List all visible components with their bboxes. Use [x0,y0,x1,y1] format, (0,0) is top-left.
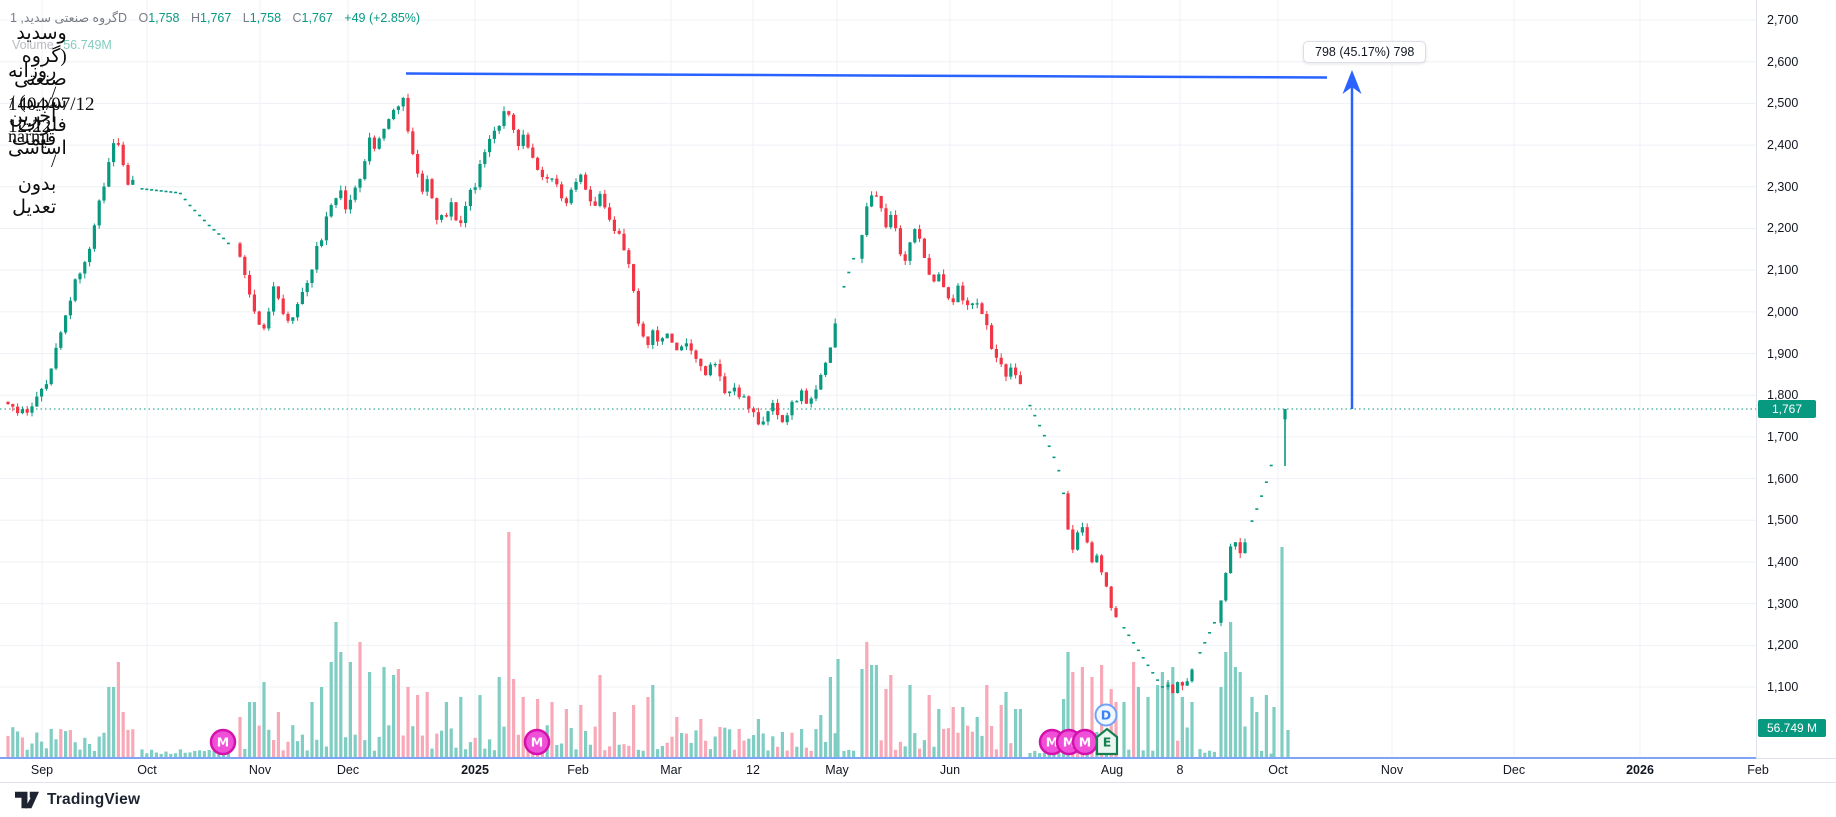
time-tick-label: Mar [660,763,682,777]
time-tick-label: 8 [1176,763,1184,777]
price-tick-label: 2,700 [1767,13,1799,27]
time-tick-label: Nov [248,763,272,777]
price-tick-label: 1,800 [1767,388,1799,403]
price-tick-label: 2,000 [1767,304,1799,319]
title-symbol-sector: وسدید (گروه صنعتی سدید) / فلزات اساسی [8,23,67,159]
time-tick-label: 2025 [461,763,489,777]
volume-label: Volume [12,38,54,52]
price-tick-label: 1,500 [1767,513,1799,528]
time-axis[interactable]: Sep Oct Nov Dec 2025 Feb Mar 12 May Jun Aug 8 Oct Nov… [0,759,1836,783]
svg-text:M: M [217,735,229,750]
candles [6,93,1287,694]
price-tick-label: 2,300 [1767,179,1799,194]
price-tick-label: 1,200 [1767,638,1799,653]
price-tick-label: 2,500 [1767,96,1799,111]
high-value: 1,767 [200,11,232,25]
price-tick-label: 1,300 [1767,596,1799,611]
marker-m-icon[interactable]: M [1071,728,1099,756]
title-timeframe-info: روزانه / آخرین قیمت / بدون تعدیل [7,61,57,218]
price-tick-label: 1,400 [1767,554,1799,569]
volume-legend: Volume 56.749M [12,38,112,52]
marker-d-icon[interactable]: D [1094,703,1118,727]
volume-badge: 56.749 M [1758,719,1826,737]
price-tick-label: 1,600 [1767,471,1799,486]
price-tick-label: 1,700 [1767,429,1799,444]
svg-text:D: D [1101,708,1111,723]
measurement-label[interactable]: 798 (45.17%) 798 [1303,41,1427,63]
time-tick-label: Feb [567,763,589,777]
volume-value: 56.749M [63,38,112,52]
time-tick-label: Oct [1268,763,1288,777]
high-label: H [190,11,201,25]
symbol-name[interactable]: گروه صنعتی سدید, 1D [10,11,127,25]
price-tick-label: 1,900 [1767,346,1799,361]
time-tick-label: 2026 [1626,763,1654,777]
bottom-bar: TradingView [0,783,1836,817]
price-tick-label: 2,100 [1767,263,1799,278]
svg-text:E: E [1103,735,1112,750]
low-label: L [242,11,250,25]
time-tick-label: Oct [137,763,157,777]
grid-lines [0,0,1756,758]
svg-text:M: M [1079,735,1091,750]
price-tick-label: 2,200 [1767,221,1799,236]
time-tick-label: Dec [336,763,360,777]
open-label: O [138,11,149,25]
tradingview-logo-icon [15,791,39,809]
price-axis[interactable]: 2,700 2,600 2,500 2,400 2,300 2,200 2,100 2,000… [1756,0,1836,782]
event-markers[interactable]: M M M M M ED [209,703,1119,756]
low-value: 1,758 [249,11,282,25]
marker-m-icon[interactable]: M [209,728,237,756]
time-tick-label: Sep [30,763,54,777]
pane-separator[interactable] [0,757,1756,759]
measurement-arrow[interactable] [405,70,1362,409]
title-note: narmi [8,126,50,146]
price-tick-label: 2,400 [1767,138,1799,153]
pane-separator-axis [1756,758,1836,759]
marker-e-icon[interactable]: E [1095,727,1119,756]
time-tick-label: May [825,763,849,777]
volume-bars [6,532,1290,757]
svg-text:M: M [531,735,543,750]
time-tick-label: Nov [1380,763,1404,777]
title-datetime: 1404/07/12 12:22 [8,94,95,137]
change-value: +49 (+2.85%) [344,11,421,25]
price-tick-label: 1,100 [1767,680,1799,694]
marker-m-icon[interactable]: M [523,728,551,756]
time-tick-label: Feb [1747,763,1769,777]
time-tick-label: Jun [939,763,961,777]
tradingview-logo-text: TradingView [47,791,141,808]
close-label: C [292,11,302,25]
price-tick-label: 2,600 [1767,54,1799,69]
time-tick-label: 12 [746,763,760,777]
svg-text:M: M [1046,735,1058,750]
last-price-badge: 1,767 [1758,400,1816,418]
tradingview-logo[interactable]: TradingView [14,788,140,812]
svg-text:M: M [1063,735,1075,750]
close-value: 1,767 [301,11,333,25]
open-value: 1,758 [148,11,180,25]
time-tick-label: Dec [1502,763,1526,777]
symbol-legend: گروه صنعتی سدید, 1D O1,758 H1,767 L1,758… [10,10,420,25]
time-tick-label: Aug [1100,763,1124,777]
